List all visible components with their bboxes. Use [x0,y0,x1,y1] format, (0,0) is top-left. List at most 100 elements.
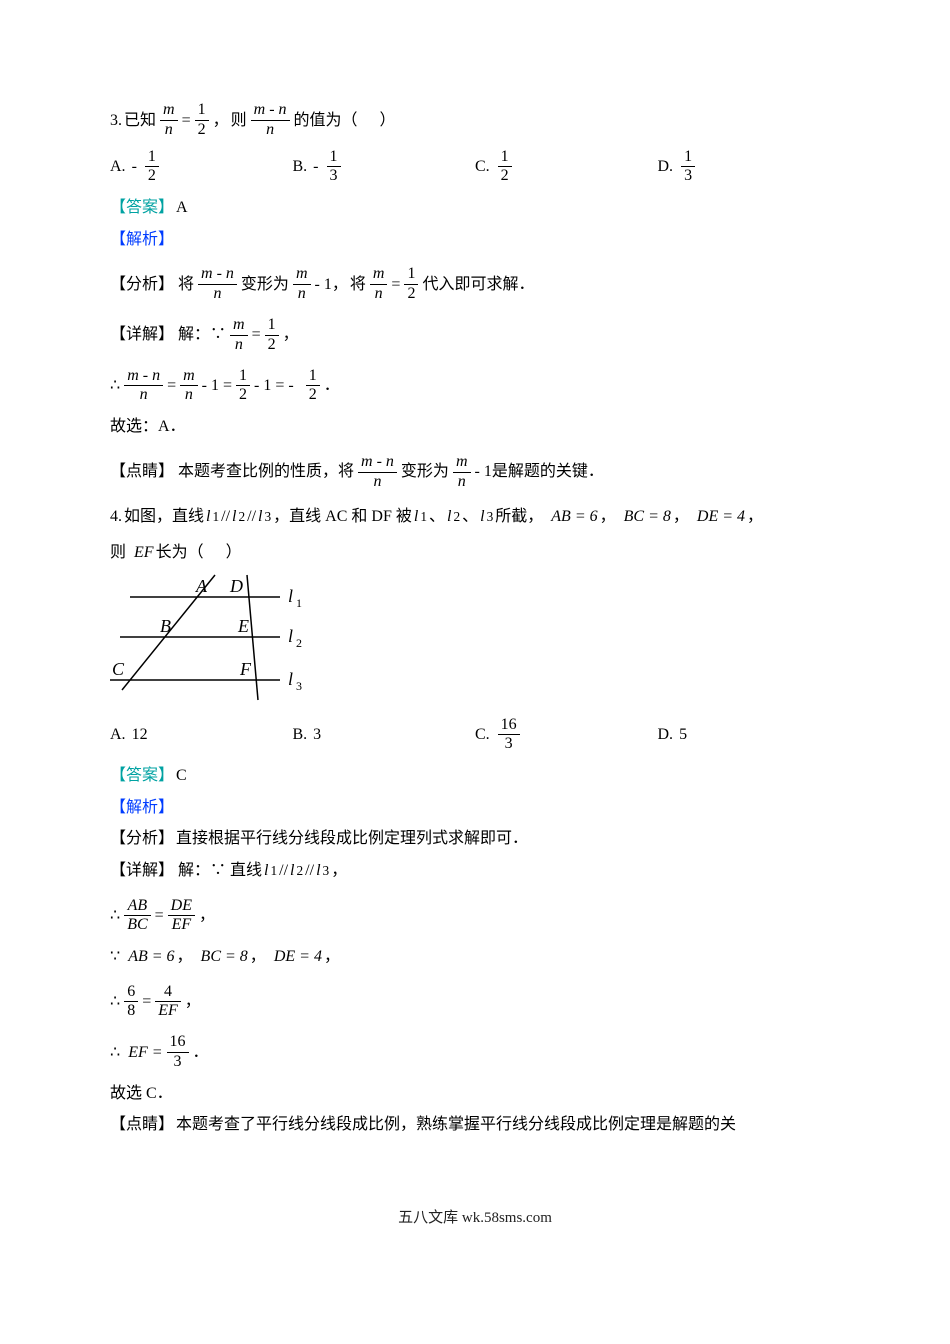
text: 代入即可求解． [422,272,534,298]
text: 将 [350,272,366,298]
denominator: n [372,286,386,303]
fraction: m n [370,266,388,303]
text: - 1 = [202,373,232,399]
q4-proportion: ∴ AB BC = DE EF ， [110,898,840,935]
sub: 3 [265,506,272,527]
text: 本题考查了平行线分线段成比例，熟练掌握平行线分线段成比例定理是解题的关 [176,1116,736,1133]
text: ， [331,858,347,884]
sub: 2 [297,860,304,881]
q3-detail-1: 【详解】 解：∵ m n = 1 2 ， [110,317,840,354]
answer-value: A [176,199,188,216]
svg-text:E: E [237,616,249,636]
choice-label: C. [475,722,490,748]
text: ， [600,504,616,530]
text: ， [199,903,215,929]
text: 故选 C． [110,1085,173,1102]
denominator: 2 [195,122,209,139]
denominator: EF [155,1003,181,1020]
q3-analyze: 【分析】 将 m - n n 变形为 m n - 1， 将 m n = 1 2 … [110,266,840,303]
text: = [182,108,191,134]
text: 的值为（ [294,108,358,134]
fraction: m n [230,317,248,354]
svg-text:A: A [195,576,208,596]
therefore: ∴ [110,903,120,929]
var-l: l [290,858,294,884]
text: = [252,322,261,348]
choice-b: B. - 1 3 [293,149,476,186]
denominator: 2 [265,337,279,354]
expr: AB = 6 [128,944,174,970]
expr: BC = 8 [201,944,248,970]
text: ， [324,944,340,970]
q3-so-choose: 故选：A． [110,414,840,440]
fraction: m - n n [251,102,290,139]
numerator: 1 [306,368,320,385]
text: 变形为 [401,459,449,485]
choice-label: B. [293,722,308,748]
choice-label: C. [475,154,490,180]
expr: AB = 6 [551,504,597,530]
numerator: 6 [124,984,138,1001]
text: 所截， [495,504,543,530]
choice-label: B. [293,154,308,180]
choice-b: B. 3 [293,717,476,754]
text: 将 [178,272,194,298]
var-l: l [316,858,320,884]
therefore: ∴ [110,989,120,1015]
fraction: 1 2 [306,368,320,405]
q4-result: ∴ EF = 16 3 ． [110,1034,840,1071]
fraction: 1 2 [145,149,159,186]
var-l: l [414,504,418,530]
numerator: m - n [198,266,237,283]
q4-detail-1: 【详解】 解：∵ 直线 l1 // l2 // l3 ， [110,858,840,884]
fraction: 1 2 [404,266,418,303]
numerator: m - n [251,102,290,119]
var-l: l [447,504,451,530]
text: = [391,272,400,298]
sub: 1 [420,506,427,527]
text: ， [213,108,229,134]
sub: 1 [270,860,277,881]
choice-value: 5 [679,722,687,748]
detail-tag: 【详解】 [110,322,174,348]
fraction: 1 2 [195,102,209,139]
choice-value: 3 [313,722,321,748]
denominator: 2 [498,168,512,185]
numerator: m - n [124,368,163,385]
q3-parse: 【解析】 [110,227,840,253]
fraction: 6 8 [124,984,138,1021]
text: ． [324,373,340,399]
text: = [167,373,176,399]
text: ， [283,322,299,348]
svg-text:1: 1 [296,596,302,610]
numerator: 1 [404,266,418,283]
q4-since: ∵ AB = 6 ， BC = 8 ， DE = 4 ， [110,944,840,970]
numerator: 1 [236,368,250,385]
since: ∵ [110,944,120,970]
svg-text:B: B [160,616,171,636]
numerator: m [370,266,388,283]
numerator: m [180,368,198,385]
fraction: 16 3 [498,717,520,754]
choice-label: A. [110,154,126,180]
text: - 1是解题的关键． [475,459,604,485]
numerator: m [230,317,248,334]
numerator: 16 [167,1034,189,1051]
numerator: m [293,266,311,283]
text: 已知 [124,108,156,134]
point-tag: 【点睛】 [110,1116,174,1133]
choice-a: A. 12 [110,717,293,754]
expr: BC = 8 [624,504,671,530]
text: ， [177,944,193,970]
therefore: ∴ [110,1040,120,1066]
numerator: m [453,454,471,471]
text: 变形为 [241,272,289,298]
fraction: 4 EF [155,984,181,1021]
expr: EF [134,540,154,566]
choice-c: C. 1 2 [475,149,658,186]
text: 、 [429,504,445,530]
text: // [305,858,314,884]
denominator: 3 [171,1054,185,1071]
fraction: m - n n [198,266,237,303]
q3-choices: A. - 1 2 B. - 1 3 C. 1 2 [110,149,840,186]
